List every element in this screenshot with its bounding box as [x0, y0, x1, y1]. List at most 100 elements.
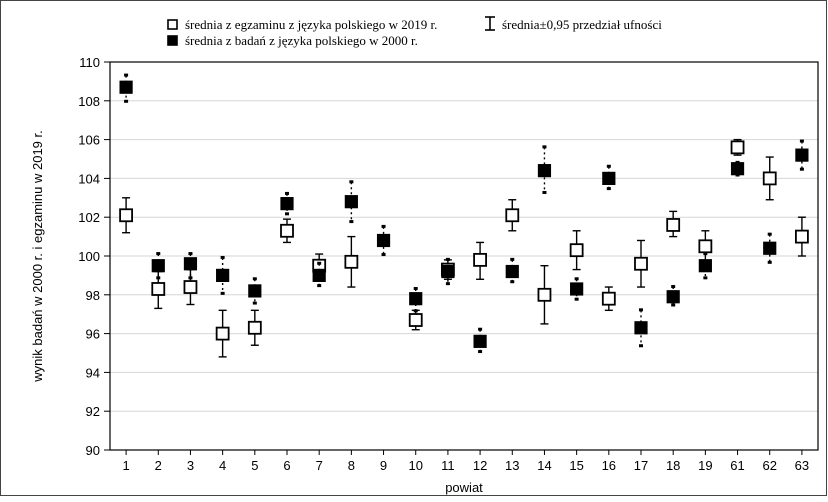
- point-study-2000-12: [473, 327, 487, 354]
- error-cap-low-study-2000-11: [445, 282, 450, 286]
- point-exam-2019-13: [505, 199, 520, 232]
- y-tick-label-102: 102: [78, 210, 100, 225]
- x-tick-label-4: 4: [219, 458, 226, 473]
- error-cap-low-study-2000-12: [478, 350, 483, 354]
- x-tick-label-17: 17: [634, 458, 648, 473]
- error-cap-low-study-2000-62: [767, 260, 772, 264]
- y-tick-label-104: 104: [78, 171, 100, 186]
- point-study-2000-10: [409, 286, 423, 313]
- point-exam-2019-63: [795, 216, 809, 257]
- error-cap-low-study-2000-1: [124, 99, 129, 103]
- error-cap-high-study-2000-62: [767, 232, 772, 236]
- x-tick-label-11: 11: [441, 458, 455, 473]
- error-cap-high-study-2000-4: [220, 255, 225, 259]
- open-square-marker-17: [634, 256, 648, 271]
- x-tick-label-2: 2: [155, 458, 162, 473]
- point-study-2000-8: [344, 180, 358, 224]
- open-square-marker-4: [215, 326, 230, 341]
- point-exam-2019-15: [569, 230, 584, 271]
- y-tick-label-106: 106: [78, 133, 100, 148]
- error-cap-high-study-2000-9: [381, 224, 386, 228]
- open-square-marker-18: [666, 218, 681, 232]
- point-exam-2019-18: [666, 210, 681, 238]
- point-study-2000-13: [505, 257, 519, 284]
- point-study-2000-62: [763, 232, 777, 264]
- legend-error-bar-icon: [485, 16, 495, 31]
- open-square-marker-3: [183, 280, 198, 294]
- error-cap-high-study-2000-63: [799, 139, 804, 143]
- point-exam-2019-19: [698, 230, 713, 263]
- error-cap-low-study-2000-19: [703, 276, 708, 280]
- x-tick-label-5: 5: [251, 458, 258, 473]
- y-tick-label-92: 92: [86, 404, 100, 419]
- y-tick-label-98: 98: [86, 288, 100, 303]
- error-cap-high-study-2000-11: [445, 257, 450, 261]
- point-study-2000-1: [119, 73, 133, 103]
- point-exam-2019-1: [119, 197, 133, 234]
- point-exam-2019-17: [634, 239, 648, 288]
- error-cap-low-study-2000-63: [799, 167, 804, 171]
- error-cap-high-study-2000-6: [285, 191, 289, 195]
- filled-square-marker-3: [183, 257, 198, 271]
- point-exam-2019-4: [215, 309, 230, 358]
- error-cap-high-study-2000-18: [671, 285, 676, 289]
- error-cap-low-study-2000-18: [671, 303, 676, 307]
- open-square-marker-14: [537, 287, 552, 302]
- y-axis: 90 92 94 96 98 100 102 104 106 108 110: [78, 55, 110, 458]
- grid: [110, 100, 818, 412]
- legend-label-error-bar: średnia±0,95 przedział ufności: [502, 17, 662, 32]
- error-cap-high-study-2000-17: [639, 308, 643, 312]
- x-tick-label-1: 1: [122, 458, 129, 473]
- filled-square-marker-10: [409, 292, 423, 306]
- filled-square-marker-14: [537, 164, 552, 178]
- open-square-marker-2: [151, 282, 166, 296]
- point-exam-2019-10: [408, 309, 423, 331]
- y-tick-label-94: 94: [86, 365, 100, 380]
- filled-square-marker-17: [634, 321, 648, 335]
- legend: średnia z egzaminu z języka polskiego w …: [167, 16, 662, 48]
- point-exam-2019-8: [344, 235, 359, 288]
- filled-square-marker-2: [151, 259, 165, 273]
- filled-square-marker-19: [698, 259, 712, 273]
- open-square-marker-13: [505, 208, 520, 223]
- point-exam-2019-62: [762, 156, 777, 201]
- point-study-2000-14: [537, 145, 552, 194]
- error-cap-low-study-2000-17: [639, 344, 643, 348]
- filled-square-marker-18: [666, 290, 680, 304]
- filled-square-marker-8: [344, 195, 358, 209]
- point-study-2000-63: [795, 139, 809, 171]
- error-cap-high-study-2000-5: [252, 277, 257, 281]
- x-tick-label-3: 3: [187, 458, 194, 473]
- y-tick-label-90: 90: [86, 443, 100, 458]
- error-cap-low-study-2000-5: [252, 301, 257, 305]
- error-cap-low-study-2000-7: [317, 284, 322, 288]
- error-cap-low-study-2000-8: [349, 220, 354, 224]
- x-tick-label-7: 7: [316, 458, 323, 473]
- point-study-2000-17: [634, 308, 648, 348]
- filled-square-marker-63: [795, 148, 809, 162]
- x-tick-label-13: 13: [505, 458, 519, 473]
- x-tick-label-10: 10: [408, 458, 422, 473]
- error-cap-high-study-2000-3: [188, 252, 193, 256]
- y-axis-label: wynik badań w 2000 r. i egzaminu w 2019 …: [30, 130, 45, 382]
- error-cap-high-study-2000-15: [574, 277, 579, 281]
- x-tick-label-61: 61: [730, 458, 744, 473]
- point-study-2000-61: [730, 160, 745, 177]
- x-tick-label-8: 8: [348, 458, 355, 473]
- error-cap-high-study-2000-19: [703, 252, 708, 256]
- error-cap-high-study-2000-16: [606, 164, 611, 168]
- open-square-marker-10: [408, 313, 423, 327]
- open-square-marker-62: [762, 171, 777, 186]
- error-cap-low-study-2000-15: [574, 297, 579, 301]
- open-square-marker-19: [698, 239, 713, 254]
- filled-square-marker-6: [280, 197, 294, 211]
- open-square-marker-16: [601, 291, 616, 306]
- y-tick-label-100: 100: [78, 249, 100, 264]
- point-exam-2019-3: [183, 268, 198, 306]
- open-square-marker-8: [344, 254, 359, 269]
- filled-square-marker-61: [730, 162, 745, 176]
- error-cap-high-study-2000-14: [542, 145, 547, 149]
